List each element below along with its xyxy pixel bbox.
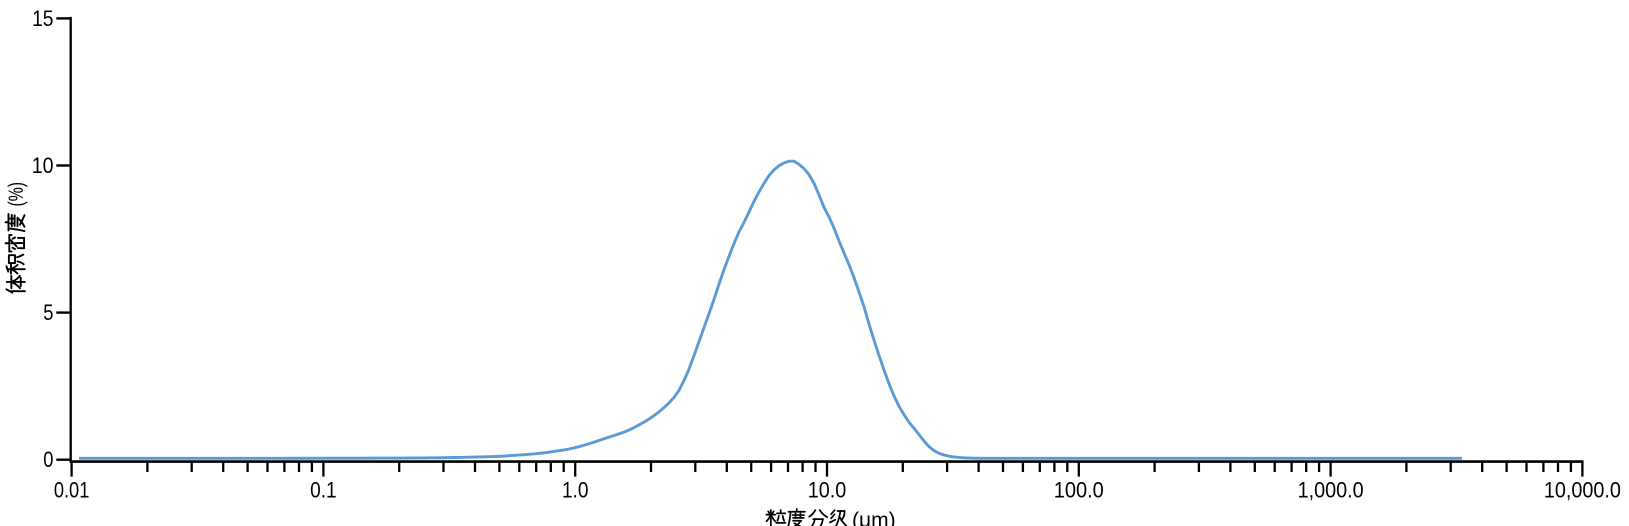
svg-text:10: 10 — [32, 153, 54, 178]
svg-text:5: 5 — [43, 300, 53, 325]
svg-text:0: 0 — [43, 447, 53, 472]
svg-text:10,000.0: 10,000.0 — [1544, 477, 1621, 502]
svg-text:(μm): (μm) — [852, 509, 896, 526]
svg-text:(%): (%) — [5, 182, 28, 207]
svg-text:1.0: 1.0 — [562, 477, 589, 502]
svg-text:1,000.0: 1,000.0 — [1298, 477, 1364, 502]
svg-text:0.1: 0.1 — [310, 477, 337, 502]
svg-text:10.0: 10.0 — [808, 477, 847, 502]
svg-text:0.01: 0.01 — [54, 477, 90, 502]
svg-text:15: 15 — [32, 6, 53, 31]
svg-text:100.0: 100.0 — [1054, 477, 1104, 502]
